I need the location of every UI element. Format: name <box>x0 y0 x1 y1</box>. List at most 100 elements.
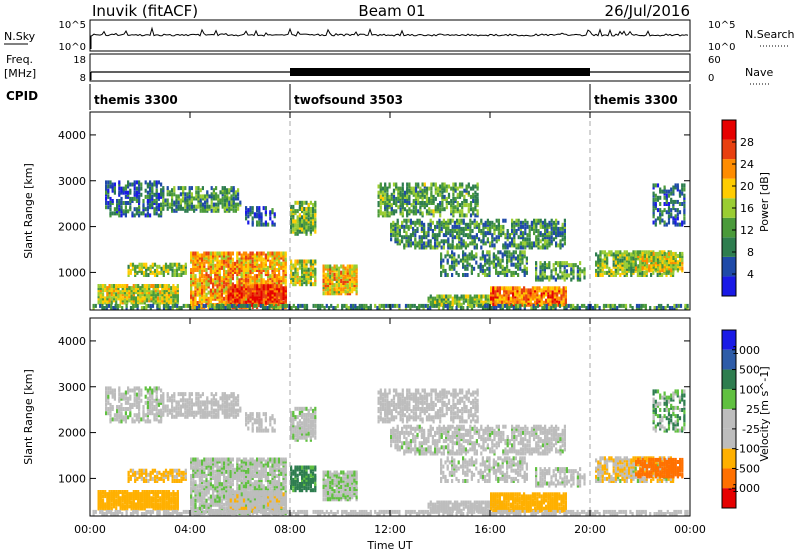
power-cell <box>425 231 428 236</box>
power-cell <box>351 279 354 283</box>
power-cell <box>279 303 282 308</box>
nsky-ytick-bottom: 10^0 <box>59 42 86 53</box>
power-cell <box>630 258 633 263</box>
power-cell <box>661 212 664 217</box>
power-cell <box>377 209 380 214</box>
power-cell <box>256 284 259 289</box>
power-cell <box>459 306 463 310</box>
power-cell <box>225 259 228 264</box>
power-cell <box>305 306 309 310</box>
power-cell <box>652 185 655 190</box>
power-cell <box>479 264 482 269</box>
power-cell <box>442 306 445 310</box>
power-cell <box>390 222 393 227</box>
power-cell <box>118 180 121 185</box>
power-cell <box>476 186 479 191</box>
power-cell <box>298 280 301 285</box>
power-cell <box>240 259 243 264</box>
power-cell <box>110 286 113 291</box>
power-cell <box>253 276 256 281</box>
power-cell <box>434 224 437 229</box>
power-cell <box>422 303 425 308</box>
power-cell <box>401 186 404 191</box>
power-cell <box>495 264 498 269</box>
power-cell <box>236 251 239 256</box>
power-cell <box>660 306 663 310</box>
power-cell <box>421 188 424 193</box>
power-cell <box>563 224 566 229</box>
power-cell <box>515 218 518 223</box>
power-cell <box>376 306 379 310</box>
power-cell <box>436 186 440 191</box>
power-cell <box>298 276 301 280</box>
power-cell <box>560 288 563 293</box>
power-cell <box>399 192 402 197</box>
power-cell <box>335 287 338 292</box>
power-cell <box>424 303 427 308</box>
power-cell <box>665 262 668 267</box>
power-cell <box>115 292 118 297</box>
power-cell <box>539 269 542 274</box>
power-cell <box>384 192 387 197</box>
power-cell <box>606 258 609 263</box>
power-cell <box>227 298 230 303</box>
power-cell <box>99 286 102 291</box>
power-cell <box>531 286 534 291</box>
power-cell <box>216 276 219 281</box>
power-cell <box>412 205 415 210</box>
power-cell <box>432 213 435 218</box>
power-cell <box>579 261 582 266</box>
power-cell <box>149 203 152 208</box>
power-cell <box>384 196 387 201</box>
power-cell <box>616 306 619 310</box>
power-cell <box>267 288 270 293</box>
power-cell <box>251 288 254 293</box>
power-cell <box>127 182 130 187</box>
power-cell <box>349 306 353 310</box>
power-cell <box>192 278 195 283</box>
power-cell <box>305 276 308 280</box>
power-cell <box>554 261 557 266</box>
power-cell <box>625 258 628 263</box>
power-cell <box>460 229 463 233</box>
power-cell <box>564 288 567 293</box>
power-cell <box>401 220 404 225</box>
power-cell <box>218 292 221 297</box>
power-cell <box>508 268 511 273</box>
power-cell <box>117 284 120 288</box>
power-cell <box>231 265 234 270</box>
power-cell <box>331 276 334 281</box>
power-cell <box>437 306 441 310</box>
power-cell <box>351 289 354 294</box>
power-cell <box>232 204 235 209</box>
power-cell <box>670 254 673 258</box>
power-cell <box>643 266 646 271</box>
power-cell <box>466 273 469 277</box>
power-cell <box>138 186 141 191</box>
power-cell <box>464 264 467 269</box>
power-cell <box>645 252 648 257</box>
power-cell <box>471 237 474 242</box>
power-cell <box>275 261 278 266</box>
power-cell <box>278 268 281 272</box>
power-cell <box>458 192 462 197</box>
power-cell <box>247 286 250 291</box>
power-cell <box>112 284 116 288</box>
power-cell <box>672 273 675 277</box>
power-cell <box>171 268 174 273</box>
power-cell <box>623 250 626 255</box>
power-cell <box>167 292 171 297</box>
power-cell <box>481 268 484 273</box>
power-cell <box>469 203 473 208</box>
power-cell <box>543 265 546 270</box>
power-cell <box>205 294 208 299</box>
power-cell <box>223 261 226 266</box>
power-cell <box>245 288 248 293</box>
power-cell <box>238 298 241 303</box>
power-cell <box>456 201 459 205</box>
power-cell <box>214 288 217 293</box>
power-cell <box>458 229 461 233</box>
power-cell <box>238 259 241 264</box>
power-cell <box>340 270 343 275</box>
power-cell <box>195 206 198 211</box>
